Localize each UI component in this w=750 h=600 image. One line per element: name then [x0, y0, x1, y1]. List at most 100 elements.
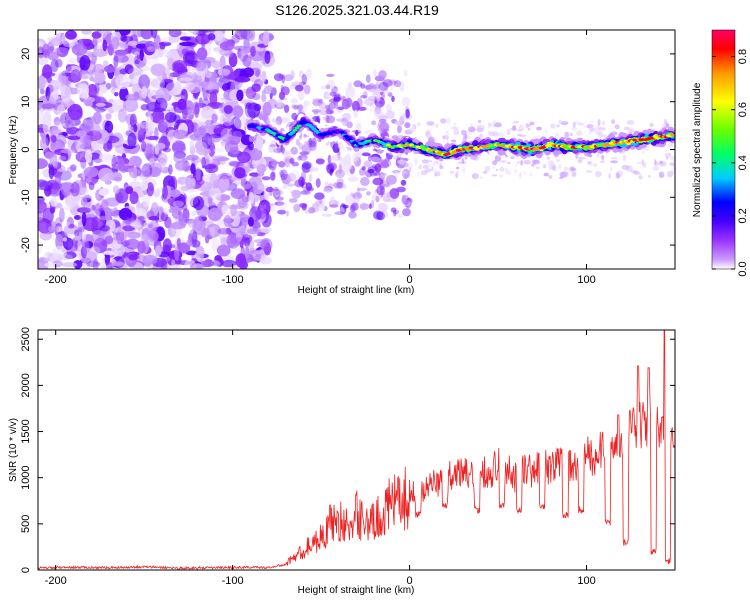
noise-blob	[565, 132, 574, 137]
noise-blob	[112, 226, 128, 243]
colorbar-tick-label: 0.6	[737, 102, 749, 117]
noise-blob	[376, 185, 386, 196]
noise-blob	[172, 200, 184, 208]
noise-blob	[51, 121, 64, 137]
noise-blob	[332, 182, 343, 189]
noise-blob	[552, 164, 557, 172]
noise-blob	[186, 154, 199, 161]
noise-blob	[275, 116, 283, 126]
noise-blob	[309, 173, 314, 181]
noise-blob	[150, 202, 159, 216]
noise-blob	[396, 213, 404, 219]
noise-blob	[322, 116, 327, 120]
noise-blob	[55, 233, 64, 250]
noise-blob	[50, 59, 59, 73]
noise-blob	[325, 84, 331, 90]
noise-blob	[67, 117, 81, 127]
noise-blob	[141, 141, 147, 152]
noise-blob	[194, 102, 200, 119]
noise-blob	[492, 160, 498, 166]
noise-blob	[95, 102, 106, 107]
noise-blob	[136, 30, 143, 38]
noise-blob	[290, 169, 301, 180]
noise-blob	[393, 209, 397, 217]
noise-blob	[50, 37, 63, 46]
noise-blob	[519, 171, 522, 179]
noise-blob	[398, 167, 402, 173]
noise-blob	[38, 108, 45, 125]
noise-blob	[273, 73, 284, 82]
noise-blob	[529, 172, 533, 177]
noise-blob	[290, 146, 299, 155]
snr-y-ticks: 0 500 1000 1500 2000 2500	[20, 327, 675, 573]
noise-blob	[81, 229, 87, 242]
noise-blob	[188, 229, 198, 244]
noise-blob	[93, 158, 103, 163]
noise-blob	[192, 263, 204, 269]
noise-blob	[283, 97, 287, 101]
noise-blob	[38, 97, 43, 110]
noise-blob	[89, 246, 101, 256]
snr-x-axis-label: Height of straight line (km)	[298, 585, 415, 596]
noise-blob	[282, 184, 287, 189]
noise-blob	[241, 234, 253, 244]
noise-blob	[385, 110, 395, 119]
noise-blob	[198, 81, 203, 93]
noise-blob	[133, 207, 147, 218]
noise-blob	[558, 119, 562, 125]
noise-blob	[247, 217, 254, 227]
noise-blob	[446, 117, 451, 125]
noise-blob	[103, 65, 116, 73]
noise-blob	[609, 167, 613, 171]
noise-blob	[570, 166, 575, 172]
noise-blob	[77, 240, 82, 251]
noise-blob	[348, 211, 357, 219]
noise-blob	[464, 133, 467, 140]
noise-blob	[230, 188, 246, 200]
y-tick-label: 1000	[20, 465, 32, 489]
noise-blob	[442, 135, 446, 140]
noise-blob	[426, 123, 432, 126]
noise-blob	[601, 121, 606, 126]
noise-blob	[66, 126, 79, 135]
noise-blob	[136, 170, 151, 177]
noise-blob	[429, 122, 435, 127]
noise-blob	[65, 30, 77, 40]
noise-blob	[665, 156, 669, 160]
noise-blob	[275, 99, 283, 108]
noise-blob	[378, 101, 384, 105]
noise-blob	[174, 245, 180, 261]
noise-blob	[403, 199, 412, 207]
noise-blob	[367, 169, 375, 174]
noise-blob	[308, 136, 317, 148]
noise-blob	[312, 100, 324, 106]
noise-blob	[627, 127, 635, 134]
noise-blob	[431, 166, 434, 172]
noise-blob	[285, 210, 289, 217]
noise-blob	[588, 124, 595, 131]
noise-blob	[669, 156, 675, 161]
noise-blob	[164, 79, 173, 83]
noise-blob	[274, 186, 279, 192]
noise-blob	[145, 121, 151, 136]
noise-blob	[270, 139, 277, 149]
noise-blob	[130, 72, 143, 86]
noise-blob	[482, 170, 488, 174]
noise-blob	[510, 127, 517, 131]
noise-blob	[585, 170, 593, 173]
snr-plot-area	[38, 330, 675, 570]
noise-blob	[360, 95, 367, 99]
noise-blob	[38, 46, 44, 59]
noise-blob	[433, 168, 437, 172]
noise-blob	[128, 254, 138, 261]
noise-blob	[548, 165, 554, 171]
noise-blob	[237, 151, 251, 164]
noise-blob	[173, 152, 186, 164]
noise-blob	[393, 171, 400, 174]
noise-blob	[298, 70, 304, 79]
noise-blob	[217, 68, 231, 76]
noise-blob	[372, 177, 384, 186]
noise-blob	[346, 121, 353, 129]
noise-blob	[201, 157, 207, 168]
noise-blob	[232, 264, 238, 269]
